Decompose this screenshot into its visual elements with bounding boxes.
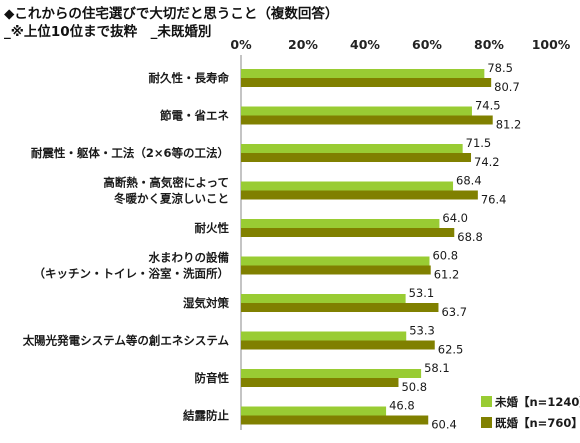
bar-unmarried bbox=[241, 406, 387, 416]
data-label: 58.1 bbox=[424, 361, 450, 375]
data-label: 60.8 bbox=[432, 249, 458, 263]
data-label: 61.2 bbox=[434, 268, 460, 282]
data-label: 71.5 bbox=[466, 136, 492, 150]
data-label: 76.4 bbox=[481, 193, 507, 207]
bar-unmarried bbox=[241, 331, 407, 341]
bar-unmarried bbox=[241, 69, 485, 78]
category-label: 水まわりの設備 bbox=[149, 251, 230, 265]
bar-married bbox=[241, 303, 439, 312]
x-tick-label: 100% bbox=[532, 37, 571, 52]
data-label: 74.5 bbox=[475, 99, 501, 113]
data-label: 68.8 bbox=[457, 230, 483, 244]
bar-married bbox=[241, 115, 493, 125]
x-tick-label: 60% bbox=[412, 37, 442, 52]
bar-married bbox=[241, 190, 478, 200]
category-label: 高断熱・高気密によって bbox=[103, 176, 229, 190]
data-label: 68.4 bbox=[456, 174, 482, 188]
chart-subtitle: _※上位10位まで抜粋 _未既婚別 bbox=[4, 24, 212, 40]
bar-unmarried bbox=[241, 256, 430, 266]
category-label: （キッチン・トイレ・浴室・洗面所） bbox=[34, 267, 230, 281]
legend-label: 既婚【n=760】 bbox=[495, 416, 580, 430]
data-label: 50.8 bbox=[401, 380, 427, 394]
data-label: 80.7 bbox=[494, 80, 520, 94]
bar-unmarried bbox=[241, 144, 463, 153]
bar-married bbox=[241, 78, 492, 87]
category-label: 冬暖かく夏涼しいこと bbox=[114, 192, 229, 206]
data-label: 81.2 bbox=[496, 118, 522, 132]
bar-unmarried bbox=[241, 106, 472, 116]
data-label: 63.7 bbox=[441, 305, 467, 319]
bar-unmarried bbox=[241, 181, 454, 191]
legend-swatch bbox=[481, 396, 492, 407]
x-tick-label: 0% bbox=[230, 37, 252, 52]
data-label: 46.8 bbox=[389, 399, 415, 413]
category-label: 結露防止 bbox=[183, 409, 229, 423]
bar-married bbox=[241, 415, 429, 425]
bar-married bbox=[241, 340, 435, 350]
category-label: 湿気対策 bbox=[183, 296, 229, 310]
data-label: 62.5 bbox=[438, 343, 464, 357]
bar-unmarried bbox=[241, 369, 422, 378]
data-label: 78.5 bbox=[487, 61, 513, 75]
category-label: 耐火性 bbox=[195, 221, 230, 235]
x-tick-label: 40% bbox=[350, 37, 380, 52]
chart-title: ◆これからの住宅選びで大切だと思うこと（複数回答） bbox=[4, 6, 339, 22]
legend-swatch bbox=[481, 417, 492, 428]
bar-unmarried bbox=[241, 294, 406, 303]
data-label: 60.4 bbox=[431, 418, 457, 432]
category-label: 耐久性・長寿命 bbox=[149, 71, 230, 85]
category-label: 太陽光発電システム等の創エネシステム bbox=[22, 334, 230, 348]
data-label: 74.2 bbox=[474, 155, 500, 169]
category-label: 節電・省エネ bbox=[159, 109, 229, 123]
data-label: 53.3 bbox=[409, 324, 435, 338]
data-label: 53.1 bbox=[409, 286, 435, 300]
bar-unmarried bbox=[241, 219, 440, 228]
bar-married bbox=[241, 228, 455, 237]
bar-married bbox=[241, 153, 472, 162]
x-tick-label: 80% bbox=[474, 37, 504, 52]
bar-married bbox=[241, 378, 399, 387]
bar-married bbox=[241, 265, 431, 275]
x-tick-label: 20% bbox=[288, 37, 318, 52]
category-label: 防音性 bbox=[195, 371, 230, 385]
data-label: 64.0 bbox=[442, 211, 468, 225]
legend-label: 未婚【n=1240】 bbox=[494, 395, 580, 409]
category-label: 耐震性・躯体・工法（2×6等の工法） bbox=[31, 146, 229, 160]
